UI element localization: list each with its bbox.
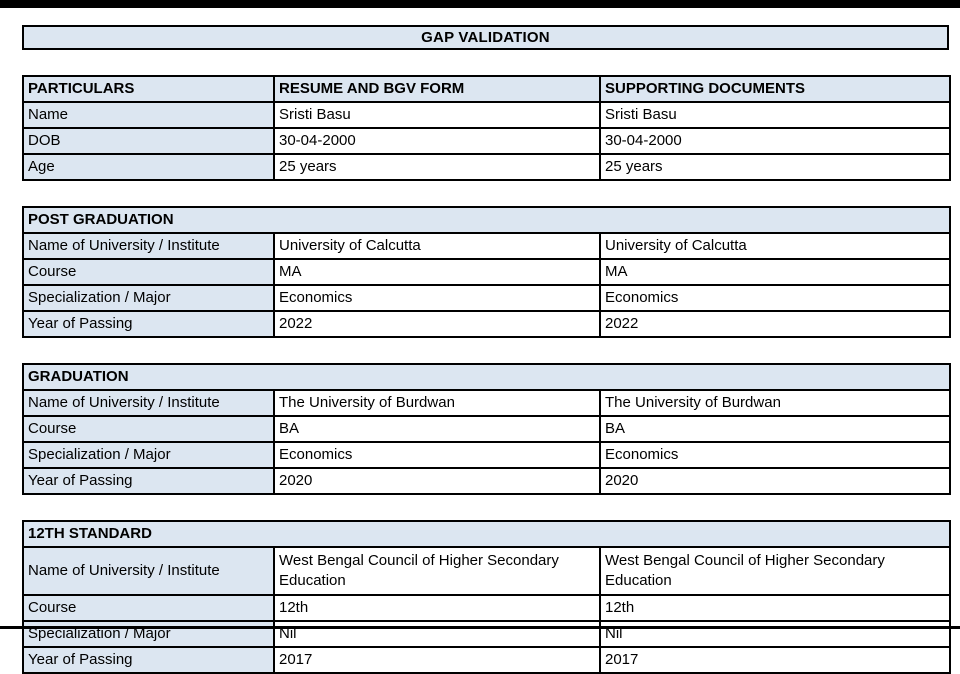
row-label-cell: Year of Passing [22,310,275,338]
row-label-cell: Specialization / Major [22,620,275,648]
row-label-cell: Year of Passing [22,467,275,495]
table-row-course: Course MA MA [22,258,952,286]
section-heading-graduation: GRADUATION [21,363,952,391]
supporting-value-cell: Economics [598,284,952,312]
screenshot-top-border [0,0,960,8]
row-label-cell: Name of University / Institute [22,232,275,260]
row-label-cell: Age [22,153,275,181]
resume-value-cell: Economics [273,441,601,469]
resume-value-cell: 2022 [273,310,601,338]
row-label-cell: Course [22,415,275,443]
table-row-name: Name Sristi Basu Sristi Basu [22,101,951,129]
resume-value-cell: Nil [273,620,601,648]
table-row-year-of-passing: Year of Passing 2022 2022 [22,310,952,338]
section-heading-post-graduation: POST GRADUATION [21,206,952,234]
supporting-value-cell: Economics [598,441,952,469]
row-label-cell: Name [22,101,275,129]
supporting-value-cell: 25 years [599,153,951,181]
supporting-value-cell: Sristi Basu [599,101,951,129]
table-row-course: Course 12th 12th [22,594,952,622]
graduation-table: GRADUATION Name of University / Institut… [21,363,952,495]
table-row-specialization: Specialization / Major Economics Economi… [22,441,952,469]
resume-value-cell: 2020 [273,467,601,495]
resume-value-cell: The University of Burdwan [273,389,601,417]
row-label-cell: Name of University / Institute [22,546,275,596]
table-row-university: Name of University / Institute Universit… [22,232,952,260]
row-label-cell: Course [22,594,275,622]
supporting-value-cell: Nil [598,620,952,648]
particulars-table: PARTICULARS RESUME AND BGV FORM SUPPORTI… [22,75,951,181]
column-header-supporting-docs: SUPPORTING DOCUMENTS [599,75,951,103]
table-row-specialization: Specialization / Major Nil Nil [22,620,952,648]
table-row-specialization: Specialization / Major Economics Economi… [22,284,952,312]
supporting-value-cell: 2022 [598,310,952,338]
row-label-cell: Year of Passing [22,646,275,674]
supporting-value-cell: The University of Burdwan [598,389,952,417]
section-heading-12th-standard: 12TH STANDARD [21,520,952,548]
table-header-row: PARTICULARS RESUME AND BGV FORM SUPPORTI… [22,75,951,103]
row-label-cell: Course [22,258,275,286]
page-title: GAP VALIDATION [22,25,949,50]
resume-value-cell: BA [273,415,601,443]
supporting-value-cell: MA [598,258,952,286]
column-header-resume-bgv: RESUME AND BGV FORM [273,75,601,103]
table-row-age: Age 25 years 25 years [22,153,951,181]
table-row-university: Name of University / Institute West Beng… [22,546,952,596]
resume-value-cell: Economics [273,284,601,312]
resume-value-cell: MA [273,258,601,286]
row-label-cell: Specialization / Major [22,441,275,469]
screenshot-bottom-border [0,626,960,629]
row-label-cell: Name of University / Institute [22,389,275,417]
row-label-cell: DOB [22,127,275,155]
post-graduation-table: POST GRADUATION Name of University / Ins… [21,206,952,338]
supporting-value-cell: BA [598,415,952,443]
row-label-cell: Specialization / Major [22,284,275,312]
table-row-year-of-passing: Year of Passing 2017 2017 [22,646,952,674]
resume-value-cell: University of Calcutta [273,232,601,260]
resume-value-cell: 30-04-2000 [273,127,601,155]
twelfth-standard-table: 12TH STANDARD Name of University / Insti… [21,520,952,674]
resume-value-cell: 25 years [273,153,601,181]
resume-value-cell: 2017 [273,646,601,674]
section-heading-row: POST GRADUATION [21,206,952,234]
section-heading-row: GRADUATION [21,363,952,391]
resume-value-cell: Sristi Basu [273,101,601,129]
supporting-value-cell: 2017 [598,646,952,674]
supporting-value-cell: 12th [598,594,952,622]
section-heading-row: 12TH STANDARD [21,520,952,548]
resume-value-cell: 12th [273,594,601,622]
supporting-value-cell: 2020 [598,467,952,495]
table-row-year-of-passing: Year of Passing 2020 2020 [22,467,952,495]
supporting-value-cell: 30-04-2000 [599,127,951,155]
supporting-value-cell: University of Calcutta [598,232,952,260]
column-header-particulars: PARTICULARS [22,75,275,103]
resume-value-cell: West Bengal Council of Higher Secondary … [273,546,601,596]
supporting-value-cell: West Bengal Council of Higher Secondary … [598,546,952,596]
table-row-university: Name of University / Institute The Unive… [22,389,952,417]
table-row-dob: DOB 30-04-2000 30-04-2000 [22,127,951,155]
document-page: GAP VALIDATION PARTICULARS RESUME AND BG… [21,25,952,674]
table-row-course: Course BA BA [22,415,952,443]
